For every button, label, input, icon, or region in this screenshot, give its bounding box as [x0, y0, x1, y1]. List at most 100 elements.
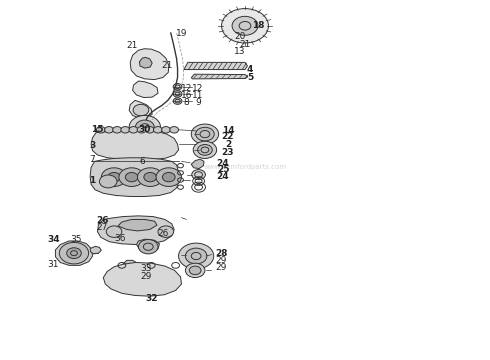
- Circle shape: [185, 248, 207, 264]
- Text: 13: 13: [234, 47, 246, 56]
- Circle shape: [99, 175, 117, 188]
- Circle shape: [170, 127, 178, 133]
- Text: 2: 2: [225, 140, 231, 149]
- Circle shape: [67, 248, 81, 258]
- Circle shape: [193, 141, 217, 158]
- Text: 35: 35: [71, 235, 82, 244]
- Text: 15: 15: [91, 125, 104, 134]
- Circle shape: [121, 127, 130, 133]
- Text: 30: 30: [138, 125, 150, 134]
- Circle shape: [153, 127, 162, 133]
- Polygon shape: [137, 239, 159, 252]
- Text: 34: 34: [47, 235, 60, 244]
- Text: 18: 18: [252, 21, 265, 30]
- Circle shape: [125, 172, 138, 182]
- Text: 11: 11: [193, 91, 204, 100]
- Circle shape: [192, 170, 205, 180]
- Text: 26: 26: [96, 216, 109, 225]
- Text: 4: 4: [246, 65, 253, 74]
- Text: 32: 32: [145, 294, 157, 303]
- Text: 29: 29: [140, 271, 151, 280]
- Circle shape: [129, 116, 160, 138]
- Circle shape: [129, 127, 138, 133]
- Polygon shape: [184, 62, 247, 69]
- Circle shape: [139, 239, 158, 254]
- Polygon shape: [98, 216, 174, 244]
- Circle shape: [173, 91, 182, 97]
- Text: 6: 6: [140, 157, 145, 166]
- Circle shape: [135, 120, 154, 134]
- Circle shape: [196, 127, 214, 141]
- Text: 3: 3: [89, 141, 95, 150]
- Text: 19: 19: [176, 29, 187, 38]
- Circle shape: [146, 127, 154, 133]
- Polygon shape: [191, 159, 204, 168]
- Polygon shape: [118, 220, 157, 231]
- Circle shape: [108, 172, 121, 182]
- Text: 27: 27: [97, 223, 108, 232]
- Circle shape: [144, 172, 157, 182]
- Text: 24: 24: [217, 172, 229, 181]
- Circle shape: [221, 9, 269, 43]
- Text: 23: 23: [221, 148, 234, 157]
- Circle shape: [191, 124, 219, 144]
- Polygon shape: [138, 272, 149, 280]
- Text: 16: 16: [181, 91, 192, 100]
- Circle shape: [138, 168, 163, 186]
- Text: 7: 7: [89, 155, 95, 164]
- Text: 20: 20: [234, 32, 246, 41]
- Text: 31: 31: [48, 260, 59, 269]
- Text: 33: 33: [140, 265, 151, 274]
- Text: 5: 5: [247, 73, 253, 82]
- Text: 22: 22: [221, 132, 234, 141]
- Polygon shape: [191, 74, 248, 79]
- Circle shape: [158, 226, 173, 237]
- Polygon shape: [130, 49, 169, 80]
- Circle shape: [173, 84, 182, 90]
- Circle shape: [106, 226, 122, 237]
- Text: 21: 21: [161, 61, 172, 70]
- Text: 24: 24: [217, 159, 229, 168]
- Polygon shape: [90, 158, 179, 197]
- Polygon shape: [123, 260, 139, 272]
- Text: 28: 28: [215, 249, 228, 258]
- Circle shape: [156, 168, 181, 186]
- Circle shape: [133, 104, 149, 116]
- Polygon shape: [55, 241, 93, 265]
- Text: 25: 25: [217, 166, 229, 175]
- Circle shape: [97, 127, 105, 133]
- Polygon shape: [91, 130, 178, 160]
- Text: 29: 29: [216, 264, 227, 273]
- Circle shape: [162, 127, 171, 133]
- Circle shape: [178, 243, 214, 269]
- Text: 21: 21: [126, 41, 137, 50]
- Circle shape: [185, 263, 205, 278]
- Circle shape: [59, 242, 89, 264]
- Polygon shape: [133, 81, 158, 98]
- Text: 8: 8: [183, 98, 189, 107]
- Text: 12: 12: [181, 84, 192, 93]
- Circle shape: [232, 16, 258, 35]
- Polygon shape: [90, 246, 101, 254]
- Circle shape: [189, 266, 201, 275]
- Circle shape: [162, 172, 175, 182]
- Text: 14: 14: [221, 126, 234, 135]
- Polygon shape: [103, 262, 181, 296]
- Circle shape: [104, 127, 113, 133]
- Text: 1: 1: [89, 176, 95, 185]
- Text: www.oemfordparts.com: www.oemfordparts.com: [203, 165, 287, 170]
- Circle shape: [137, 127, 146, 133]
- Circle shape: [101, 168, 127, 186]
- Text: 26: 26: [157, 229, 169, 238]
- Polygon shape: [129, 100, 152, 118]
- Text: 29: 29: [216, 256, 227, 265]
- Circle shape: [173, 98, 182, 104]
- Polygon shape: [140, 57, 152, 68]
- Text: 21: 21: [239, 40, 251, 49]
- Text: 9: 9: [195, 98, 201, 107]
- Circle shape: [197, 144, 212, 155]
- Circle shape: [119, 168, 145, 186]
- Circle shape: [113, 127, 122, 133]
- Text: 36: 36: [115, 234, 126, 243]
- Text: 12: 12: [193, 84, 204, 93]
